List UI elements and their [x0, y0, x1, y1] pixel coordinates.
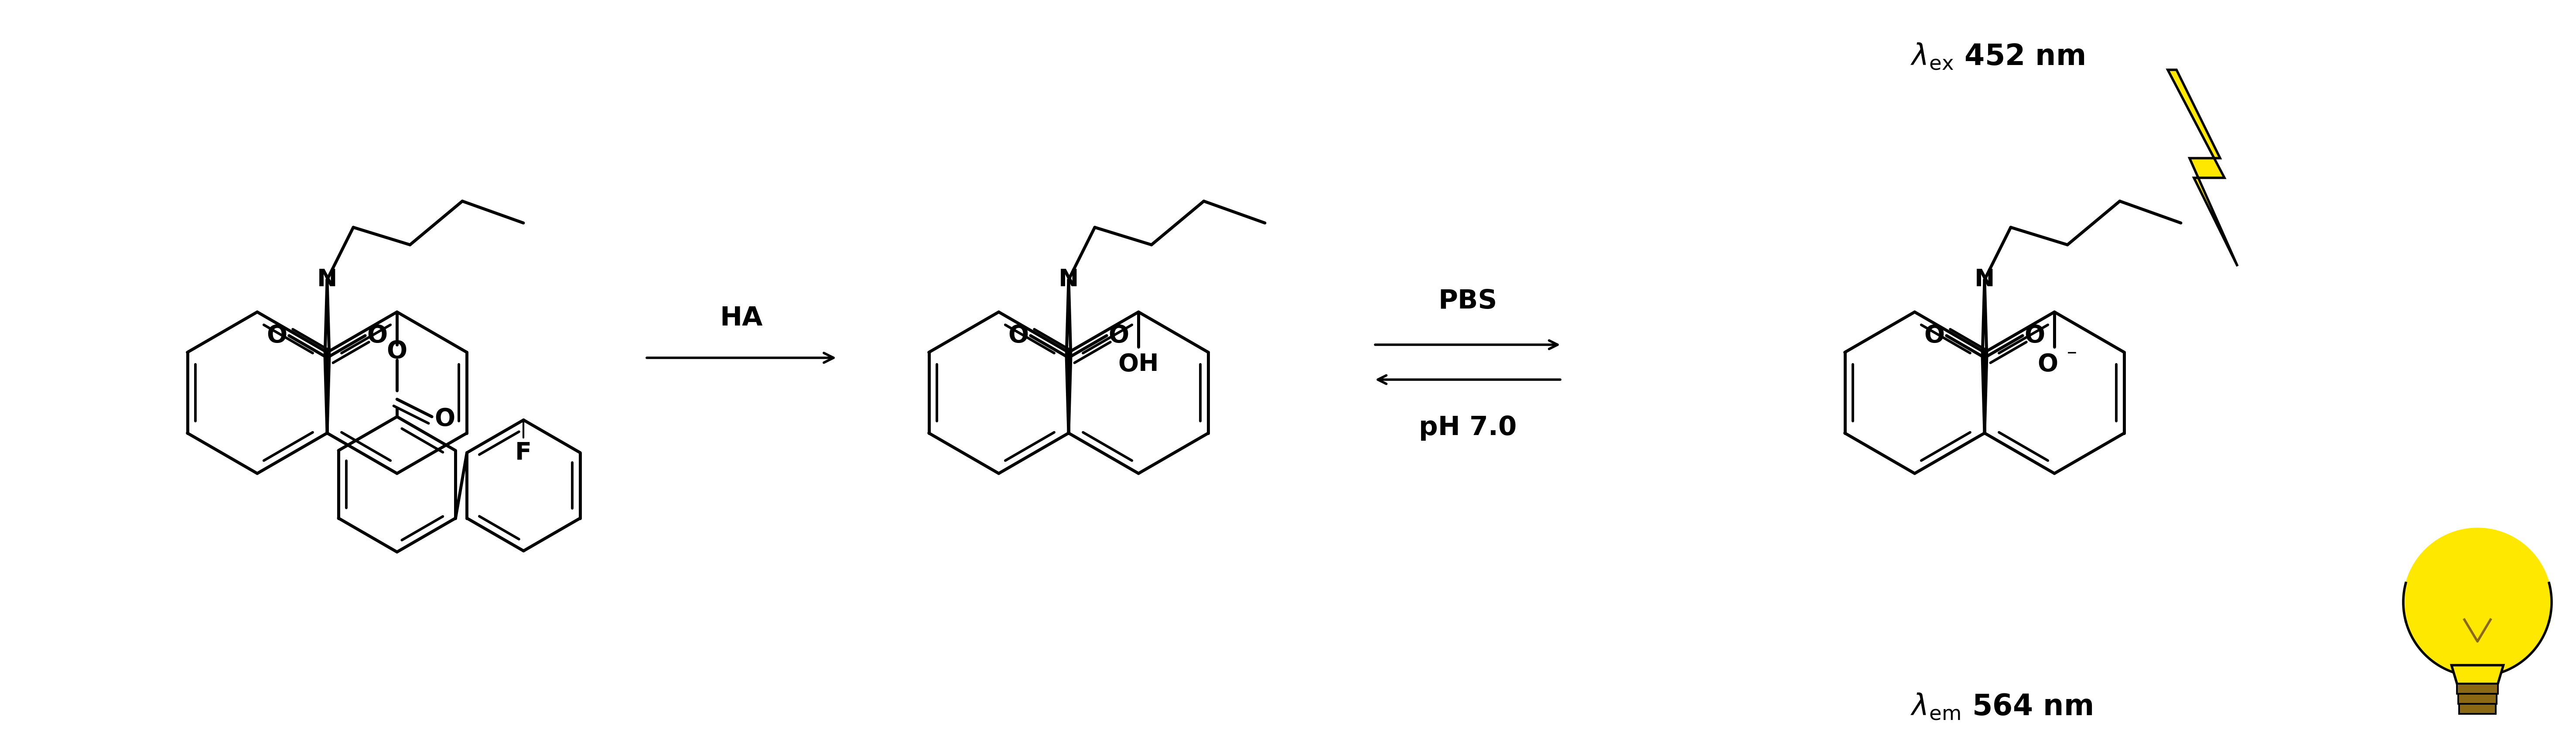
Text: N: N: [317, 268, 337, 292]
Text: O: O: [1007, 324, 1028, 348]
Text: ⁻: ⁻: [2066, 348, 2076, 368]
Polygon shape: [2169, 70, 2239, 266]
Text: HA: HA: [721, 305, 762, 332]
Text: $\lambda_{\mathrm{em}}$ 564 nm: $\lambda_{\mathrm{em}}$ 564 nm: [1911, 692, 2092, 722]
Text: O: O: [2038, 353, 2058, 376]
Text: N: N: [1059, 268, 1079, 292]
Text: PBS: PBS: [1437, 288, 1497, 314]
Text: O: O: [386, 339, 407, 363]
Polygon shape: [2403, 528, 2553, 676]
Polygon shape: [2460, 704, 2496, 714]
Text: $\lambda_{\mathrm{ex}}$ 452 nm: $\lambda_{\mathrm{ex}}$ 452 nm: [1911, 42, 2084, 72]
Text: pH 7.0: pH 7.0: [1419, 415, 1517, 440]
Polygon shape: [2458, 684, 2499, 694]
Text: O: O: [1924, 324, 1945, 348]
Text: F: F: [515, 441, 531, 464]
Text: O: O: [1108, 324, 1128, 348]
Text: O: O: [265, 324, 286, 348]
Polygon shape: [2452, 665, 2504, 684]
Text: O: O: [435, 407, 456, 431]
Polygon shape: [2458, 694, 2496, 704]
Text: O: O: [368, 324, 386, 348]
Text: N: N: [1973, 268, 1994, 292]
Text: O: O: [2025, 324, 2045, 348]
Text: OH: OH: [1118, 353, 1159, 376]
